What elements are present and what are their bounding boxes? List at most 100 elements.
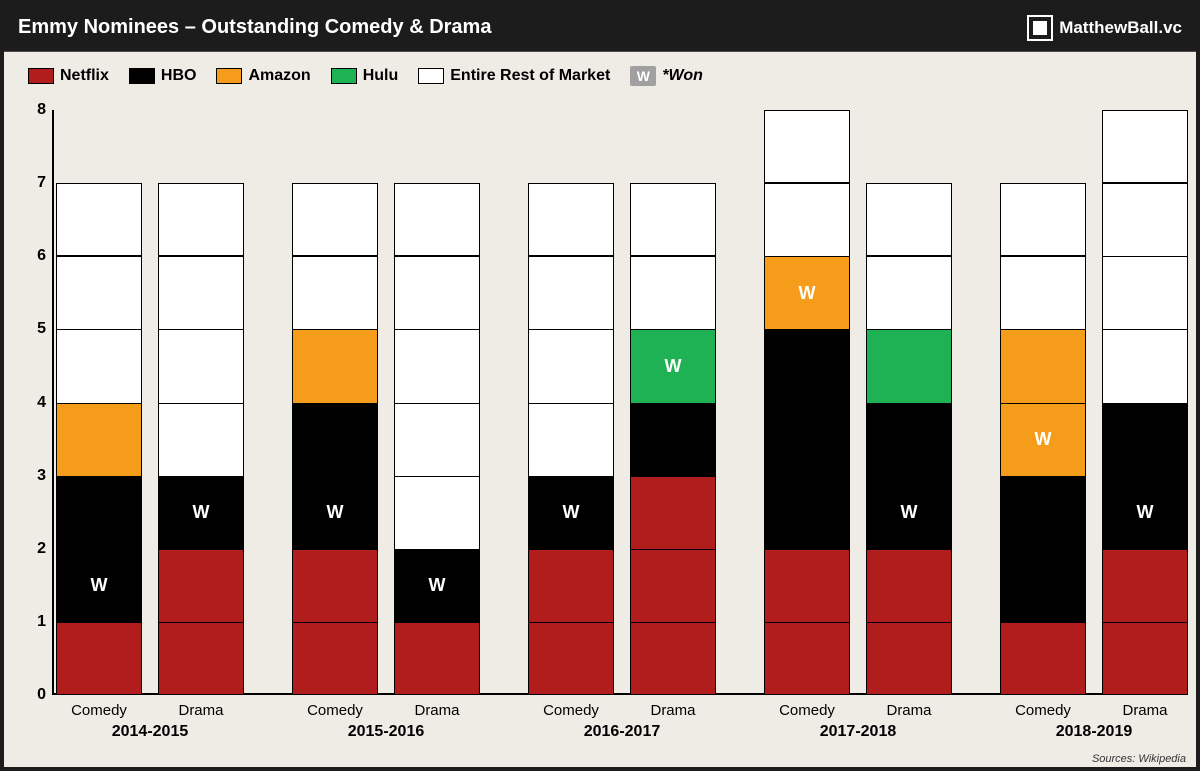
bar-segment-netflix [292,549,378,622]
won-marker: W [799,283,816,304]
bar-segment-hbo: W [528,476,614,549]
bar-segment-rest [394,403,480,476]
y-axis-line [52,110,54,695]
y-tick: 4 [22,394,46,412]
brand: MatthewBall.vc [1027,15,1182,41]
bar-segment-amazon [56,403,142,476]
bar-segment-rest [1000,256,1086,329]
bar-segment-hbo [764,476,850,549]
legend: Netflix HBO Amazon Hulu Entire Rest of Marke… [4,52,1196,96]
category-label: Drama [158,702,244,719]
bar-segment-hbo: W [292,476,378,549]
bar-segment-hbo [1000,476,1086,549]
bar-segment-rest [528,329,614,402]
bar-segment-rest [394,183,480,256]
won-marker: W [91,575,108,596]
won-marker: W [563,502,580,523]
y-tick: 1 [22,613,46,631]
bar-segment-netflix [292,622,378,695]
brand-logo-icon [1027,15,1053,41]
bar: W [528,183,614,695]
bar-segment-rest [1102,183,1188,256]
won-marker: W [665,356,682,377]
sources-text: Sources: Wikipedia [1092,753,1186,765]
bar-segment-netflix [630,549,716,622]
bar-segment-hulu: W [630,329,716,402]
bar-segment-rest [158,329,244,402]
bar-segment-rest [158,403,244,476]
won-marker: W [1137,502,1154,523]
bar-segment-amazon [1000,329,1086,402]
year-label: 2015-2016 [292,723,480,741]
bar-segment-rest [764,183,850,256]
bar-segment-netflix [866,622,952,695]
bar-segment-netflix [528,549,614,622]
won-marker: W [193,502,210,523]
bar-segment-netflix [158,549,244,622]
bar-segment-hbo [764,329,850,402]
bar-segment-netflix [1102,549,1188,622]
legend-swatch-icon [418,68,444,84]
category-label: Comedy [528,702,614,719]
bar-segment-rest [394,329,480,402]
legend-item-amazon: Amazon [216,67,310,85]
bar-segment-netflix [1102,622,1188,695]
bar: W [158,183,244,695]
legend-item-rest: Entire Rest of Market [418,67,610,85]
y-tick: 0 [22,686,46,704]
won-badge-icon: W [630,66,656,86]
bar-segment-amazon: W [764,256,850,329]
bar-segment-rest [866,256,952,329]
bar-segment-hbo [292,403,378,476]
year-label: 2018-2019 [1000,723,1188,741]
bar-segment-rest [1102,110,1188,183]
bar: W [1000,183,1086,695]
bar-segment-hbo [630,403,716,476]
bar-segment-netflix [866,549,952,622]
bar-segment-rest [630,256,716,329]
bar-segment-hbo [866,403,952,476]
bar-segment-netflix [630,622,716,695]
bar-segment-netflix [394,622,480,695]
bar-segment-hbo: W [56,549,142,622]
year-label: 2017-2018 [764,723,952,741]
bar-segment-rest [56,256,142,329]
bar: W [866,183,952,695]
bar-segment-netflix [764,622,850,695]
legend-label: HBO [161,67,197,85]
legend-label: Netflix [60,67,109,85]
y-tick: 2 [22,540,46,558]
bar: W [292,183,378,695]
bar-segment-rest [158,183,244,256]
bar-segment-rest [528,256,614,329]
y-tick: 7 [22,174,46,192]
bar-segment-netflix [630,476,716,549]
category-label: Comedy [1000,702,1086,719]
legend-item-netflix: Netflix [28,67,109,85]
bar-segment-hbo [764,403,850,476]
category-label: Drama [394,702,480,719]
bar-segment-rest [1102,329,1188,402]
bar-segment-amazon [292,329,378,402]
bar-segment-hbo: W [394,549,480,622]
bar-segment-rest [292,183,378,256]
bar: W [394,183,480,695]
bar-segment-rest [56,329,142,402]
bar-segment-hbo: W [158,476,244,549]
won-label: *Won [662,67,703,85]
bar-segment-rest [764,110,850,183]
bar-segment-hbo: W [1102,476,1188,549]
category-label: Drama [866,702,952,719]
bar-segment-rest [1000,183,1086,256]
header: Emmy Nominees – Outstanding Comedy & Dra… [4,4,1196,52]
bar-segment-netflix [1000,622,1086,695]
bar-segment-hbo [56,476,142,549]
bar-segment-hbo: W [866,476,952,549]
legend-swatch-icon [216,68,242,84]
bar-segment-rest [1102,256,1188,329]
bar-segment-hulu [866,329,952,402]
legend-item-hulu: Hulu [331,67,399,85]
bar-segment-rest [158,256,244,329]
legend-label: Entire Rest of Market [450,67,610,85]
y-tick: 6 [22,247,46,265]
